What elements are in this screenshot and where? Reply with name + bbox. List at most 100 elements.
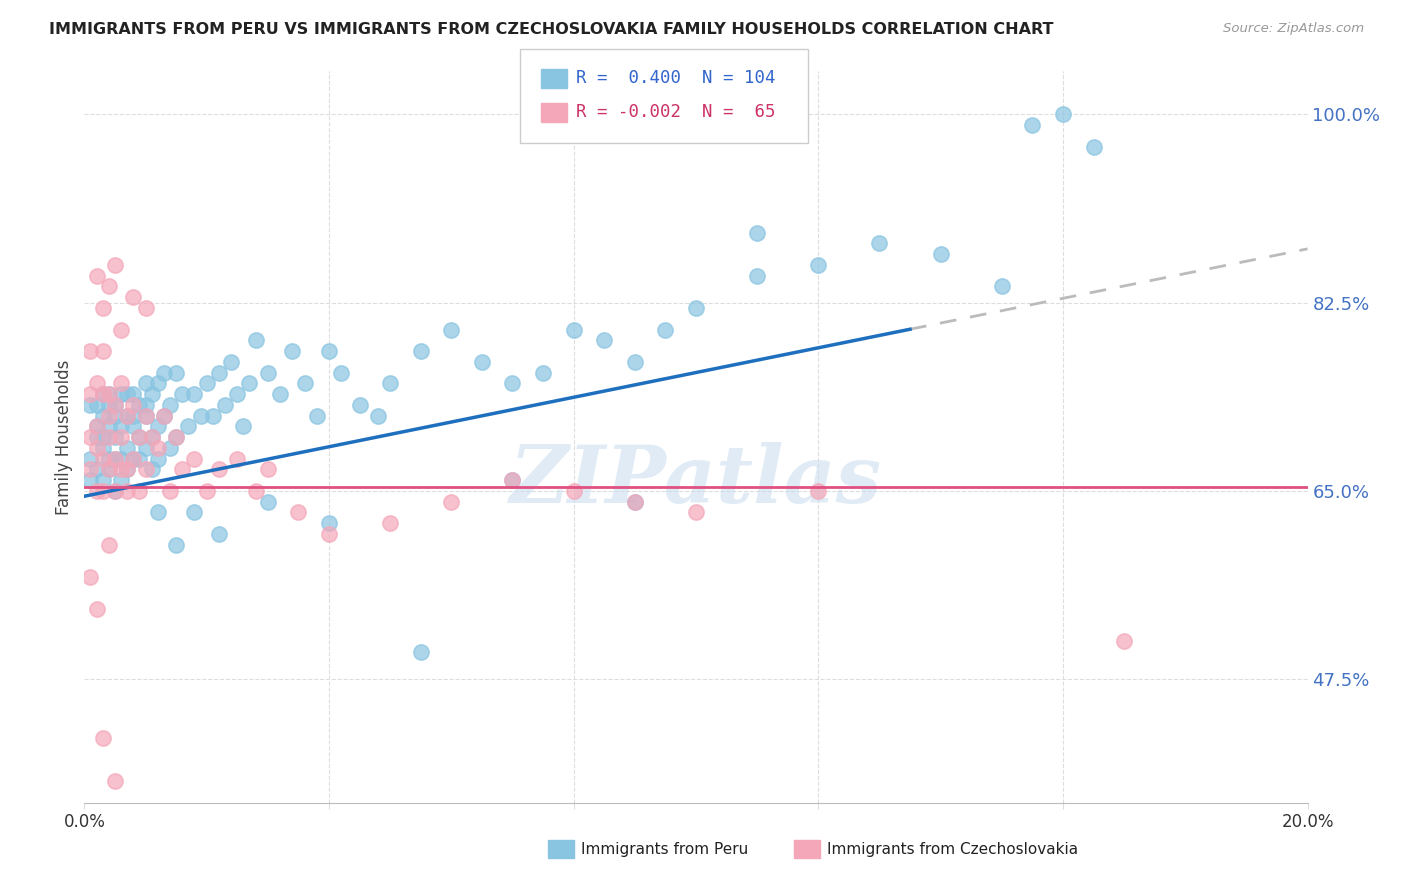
Point	[349, 398, 371, 412]
Point	[91, 731, 114, 746]
Point	[991, 279, 1014, 293]
Point	[141, 387, 163, 401]
Point	[86, 398, 108, 412]
Point	[122, 409, 145, 423]
Point	[128, 451, 150, 466]
Point	[269, 387, 291, 401]
Text: R = -0.002  N =  65: R = -0.002 N = 65	[576, 103, 776, 121]
Point	[562, 483, 585, 498]
Point	[208, 527, 231, 541]
Point	[91, 387, 114, 401]
Point	[318, 344, 340, 359]
Point	[110, 473, 132, 487]
Point	[135, 376, 157, 391]
Point	[135, 409, 157, 423]
Point	[79, 462, 101, 476]
Point	[232, 419, 254, 434]
Point	[183, 505, 205, 519]
Point	[257, 462, 280, 476]
Point	[318, 527, 340, 541]
Point	[79, 473, 101, 487]
Point	[502, 376, 524, 391]
Point	[747, 268, 769, 283]
Point	[135, 409, 157, 423]
Text: IMMIGRANTS FROM PERU VS IMMIGRANTS FROM CZECHOSLOVAKIA FAMILY HOUSEHOLDS CORRELA: IMMIGRANTS FROM PERU VS IMMIGRANTS FROM …	[49, 22, 1053, 37]
Point	[685, 301, 707, 315]
Point	[86, 462, 108, 476]
Point	[330, 366, 353, 380]
Point	[135, 462, 157, 476]
Point	[97, 279, 120, 293]
Point	[104, 483, 127, 498]
Point	[104, 451, 127, 466]
Point	[294, 376, 316, 391]
Point	[97, 387, 120, 401]
Point	[141, 430, 163, 444]
Point	[226, 387, 249, 401]
Point	[146, 505, 169, 519]
Point	[97, 398, 120, 412]
Point	[172, 387, 194, 401]
Point	[219, 355, 242, 369]
Point	[593, 333, 616, 347]
Point	[1083, 139, 1105, 153]
Point	[367, 409, 389, 423]
Point	[287, 505, 309, 519]
Point	[409, 645, 432, 659]
Point	[257, 494, 280, 508]
Point	[153, 409, 176, 423]
Point	[654, 322, 676, 336]
Point	[165, 430, 187, 444]
Point	[115, 409, 138, 423]
Point	[122, 451, 145, 466]
Point	[122, 387, 145, 401]
Point	[318, 516, 340, 530]
Point	[79, 387, 101, 401]
Point	[159, 398, 181, 412]
Point	[128, 483, 150, 498]
Point	[91, 409, 114, 423]
Point	[624, 355, 647, 369]
Point	[110, 430, 132, 444]
Point	[1021, 118, 1043, 132]
Point	[562, 322, 585, 336]
Point	[97, 538, 120, 552]
Point	[122, 451, 145, 466]
Point	[380, 376, 402, 391]
Point	[122, 290, 145, 304]
Point	[165, 366, 187, 380]
Point	[104, 451, 127, 466]
Point	[201, 409, 224, 423]
Point	[159, 483, 181, 498]
Point	[86, 483, 108, 498]
Point	[104, 258, 127, 272]
Point	[135, 441, 157, 455]
Point	[86, 376, 108, 391]
Point	[245, 483, 267, 498]
Point	[135, 301, 157, 315]
Point	[409, 344, 432, 359]
Point	[97, 462, 120, 476]
Point	[91, 387, 114, 401]
Point	[86, 419, 108, 434]
Point	[208, 366, 231, 380]
Point	[91, 430, 114, 444]
Text: Immigrants from Czechoslovakia: Immigrants from Czechoslovakia	[827, 842, 1078, 856]
Point	[122, 398, 145, 412]
Text: Source: ZipAtlas.com: Source: ZipAtlas.com	[1223, 22, 1364, 36]
Point	[115, 462, 138, 476]
Point	[502, 473, 524, 487]
Point	[79, 570, 101, 584]
Point	[146, 451, 169, 466]
Point	[471, 355, 494, 369]
Point	[153, 366, 176, 380]
Text: R =  0.400  N = 104: R = 0.400 N = 104	[576, 70, 776, 87]
Point	[79, 344, 101, 359]
Point	[122, 419, 145, 434]
Point	[190, 409, 212, 423]
Point	[104, 774, 127, 789]
Point	[502, 473, 524, 487]
Point	[97, 451, 120, 466]
Point	[807, 258, 830, 272]
Point	[97, 430, 120, 444]
